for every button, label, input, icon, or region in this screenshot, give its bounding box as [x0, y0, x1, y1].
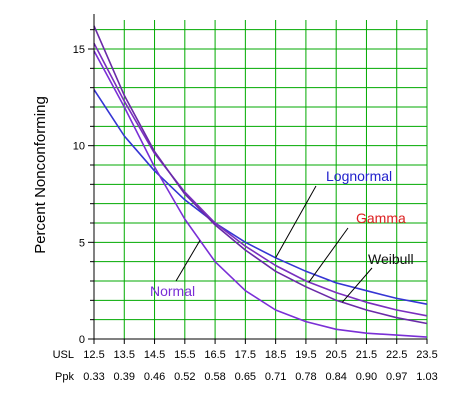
x-tick-label: 17.5 — [235, 349, 256, 361]
annotation-label-normal: Normal — [150, 283, 195, 299]
annotation-leader-weibull — [341, 267, 373, 303]
x-tick-label: 12.5 — [83, 349, 104, 361]
annotation-leader-gamma — [308, 227, 349, 283]
y-tick-label: 10 — [73, 141, 85, 153]
y-tick-label: 0 — [79, 334, 85, 346]
x-tick-label: 16.5 — [204, 349, 225, 361]
x-tick-label: 18.5 — [265, 349, 286, 361]
x-tick-label: 21.5 — [356, 349, 377, 361]
x-tick-label: 22.5 — [386, 349, 407, 361]
ppk-row-label: Ppk — [55, 371, 74, 383]
x-tick-label: 13.5 — [114, 349, 135, 361]
ppk-tick-label: 0.71 — [265, 371, 286, 383]
x-tick-label: 15.5 — [174, 349, 195, 361]
annotation-leader-normal — [175, 240, 201, 282]
annotation-leader-lognormal — [275, 185, 317, 259]
ppk-tick-label: 0.58 — [204, 371, 225, 383]
ppk-tick-label: 0.46 — [144, 371, 165, 383]
x-tick-label: 19.5 — [295, 349, 316, 361]
series-line-gamma — [93, 42, 428, 317]
y-axis-label: Percent Nonconforming — [32, 96, 49, 254]
x-tick-label: 20.5 — [325, 349, 346, 361]
ppk-tick-label: 0.78 — [295, 371, 316, 383]
x-tick-label: 14.5 — [144, 349, 165, 361]
ppk-tick-label: 0.52 — [174, 371, 195, 383]
y-tick-label: 15 — [73, 44, 85, 56]
x-tick-label: 23.5 — [416, 349, 437, 361]
annotation-label-weibull: Weibull — [368, 251, 414, 267]
series-line-lognormal — [93, 89, 428, 305]
annotation-label-lognormal: Lognormal — [326, 168, 392, 184]
ppk-tick-label: 0.97 — [386, 371, 407, 383]
ppk-tick-label: 0.84 — [325, 371, 346, 383]
annotation-label-gamma: Gamma — [356, 210, 406, 226]
ppk-tick-label: 0.33 — [83, 371, 104, 383]
y-tick-label: 5 — [79, 237, 85, 249]
ppk-tick-label: 0.65 — [235, 371, 256, 383]
ppk-tick-label: 0.39 — [114, 371, 135, 383]
ppk-tick-label: 0.90 — [356, 371, 377, 383]
ppk-tick-label: 1.03 — [416, 371, 437, 383]
series-line-weibull — [93, 25, 428, 325]
series-line-normal — [93, 50, 428, 338]
usl-row-label: USL — [53, 349, 74, 361]
